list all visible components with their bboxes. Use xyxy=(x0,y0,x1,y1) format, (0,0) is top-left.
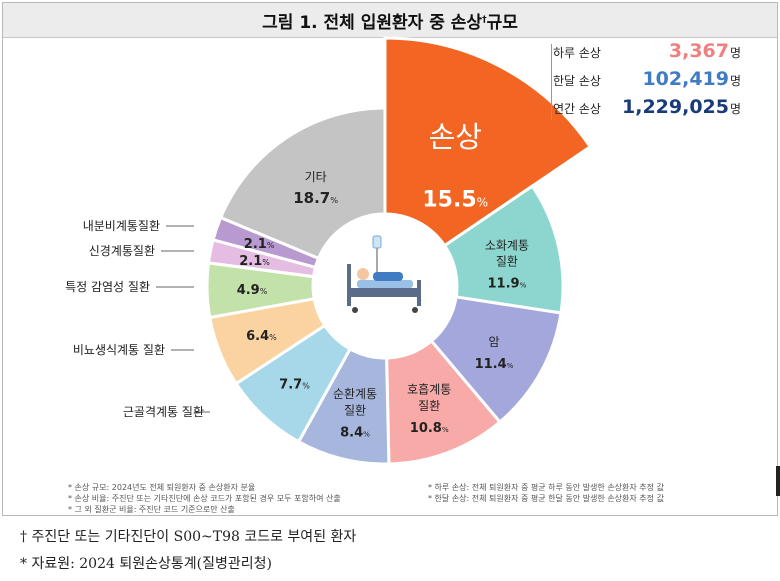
title-text: 그림 1. 전체 입원환자 중 손상 xyxy=(262,12,483,33)
slice-label-기타: 기타 18.7% xyxy=(293,170,338,207)
slice-value-비뇨생식계통-질환: 6.4% xyxy=(246,329,277,344)
hospital-bed-icon xyxy=(317,218,453,354)
stat-value: 3,367 xyxy=(668,40,729,62)
stat-value: 1,229,025 xyxy=(622,96,729,118)
footnote-mark: * xyxy=(20,556,27,572)
footnote-text: 자료원: 2024 퇴원손상통계(질병관리청) xyxy=(31,556,272,572)
slice-name-비뇨생식계통-질환: 비뇨생식계통 질환 xyxy=(73,343,165,357)
slice-value-근골격계통-질환: 7.7% xyxy=(279,377,310,392)
slice-name-근골격계통-질환: 근골격계통 질환 xyxy=(123,405,204,419)
stat-label: 한달 손상 xyxy=(553,74,601,88)
slice-name: 순환계통 xyxy=(333,387,377,401)
slice-name: 소화계통 xyxy=(485,238,529,252)
slice-value: 11.9% xyxy=(488,277,527,292)
stat-unit: 명 xyxy=(730,74,742,88)
slice-value: 15.5% xyxy=(422,187,488,212)
note-left: * 손상 규모: 2024년도 전체 퇴원환자 중 손상환자 분율 xyxy=(68,483,256,492)
footnote-dagger: † 주진단 또는 기타진단이 S00~T98 코드로 부여된 환자 xyxy=(20,526,356,546)
stat-row-year: 연간 손상 1,229,025 명 xyxy=(553,96,743,124)
slice-name-특정-감염성-질환: 특정 감염성 질환 xyxy=(65,280,150,294)
slice-value: 10.8% xyxy=(410,421,449,436)
footnote-source: * 자료원: 2024 퇴원손상통계(질병관리청) xyxy=(20,553,272,573)
title-suffix: 규모 xyxy=(486,12,518,33)
slice-value: 8.4% xyxy=(340,426,370,441)
slice-name-내분비계통질환: 내분비계통질환 xyxy=(83,219,160,233)
slice-name: 호흡계통 xyxy=(407,383,451,397)
slice-label-암: 암 11.4% xyxy=(475,335,514,372)
stat-label: 연간 손상 xyxy=(553,102,601,116)
slice-value: 11.4% xyxy=(475,357,514,372)
slice-name: 질환 xyxy=(418,399,440,413)
stats-divider xyxy=(551,44,552,120)
stat-row-month: 한달 손상 102,419 명 xyxy=(553,68,743,96)
note-right: * 한달 손상: 전체 퇴원환자 중 평균 한달 동안 발생한 손상환자 추정 … xyxy=(428,494,664,503)
note-left: * 그 외 질환군 비율: 주진단 코드 기준으로만 산출 xyxy=(68,505,235,514)
scrollbar-thumb[interactable] xyxy=(776,466,780,496)
slice-손상 xyxy=(383,36,593,248)
slice-value-신경계통질환: 2.1% xyxy=(239,254,270,269)
slice-value-내분비계통질환: 2.1% xyxy=(244,237,275,252)
slice-value-특정-감염성-질환: 4.9% xyxy=(237,283,268,298)
donut-chart: 손상15.5%소화계통질환11.9%암11.4%호흡계통질환10.8%순환계통질… xyxy=(65,36,593,466)
title-dagger: † xyxy=(482,15,487,25)
figure-title: 그림 1. 전체 입원환자 중 손상 † 규모 xyxy=(3,3,777,38)
slice-name: 기타 xyxy=(305,170,327,184)
slice-name-신경계통질환: 신경계통질환 xyxy=(89,244,155,258)
slice-value: 18.7% xyxy=(293,189,338,207)
stat-value: 102,419 xyxy=(642,68,729,90)
slice-name: 손상 xyxy=(429,120,482,154)
footnote-mark: † xyxy=(20,529,27,545)
slice-name: 암 xyxy=(489,335,500,349)
stat-unit: 명 xyxy=(730,102,742,116)
slice-name: 질환 xyxy=(496,254,518,268)
stat-label: 하루 손상 xyxy=(553,46,601,60)
slice-기타 xyxy=(218,106,387,261)
slice-name: 질환 xyxy=(344,403,366,417)
stat-row-day: 하루 손상 3,367 명 xyxy=(553,40,743,68)
stats-panel: 하루 손상 3,367 명 한달 손상 102,419 명 연간 손상 1,22… xyxy=(553,40,743,124)
note-left: * 손상 비율: 주진단 또는 기타진단에 손상 코드가 포함된 경우 모두 포… xyxy=(68,494,341,503)
slice-label-손상: 손상 15.5% xyxy=(422,120,488,212)
footnote-text: 주진단 또는 기타진단이 S00~T98 코드로 부여된 환자 xyxy=(31,529,357,545)
note-right: * 하루 손상: 전체 퇴원환자 중 평균 하루 동안 발생한 손상환자 추정 … xyxy=(428,483,664,492)
stat-unit: 명 xyxy=(730,46,742,60)
